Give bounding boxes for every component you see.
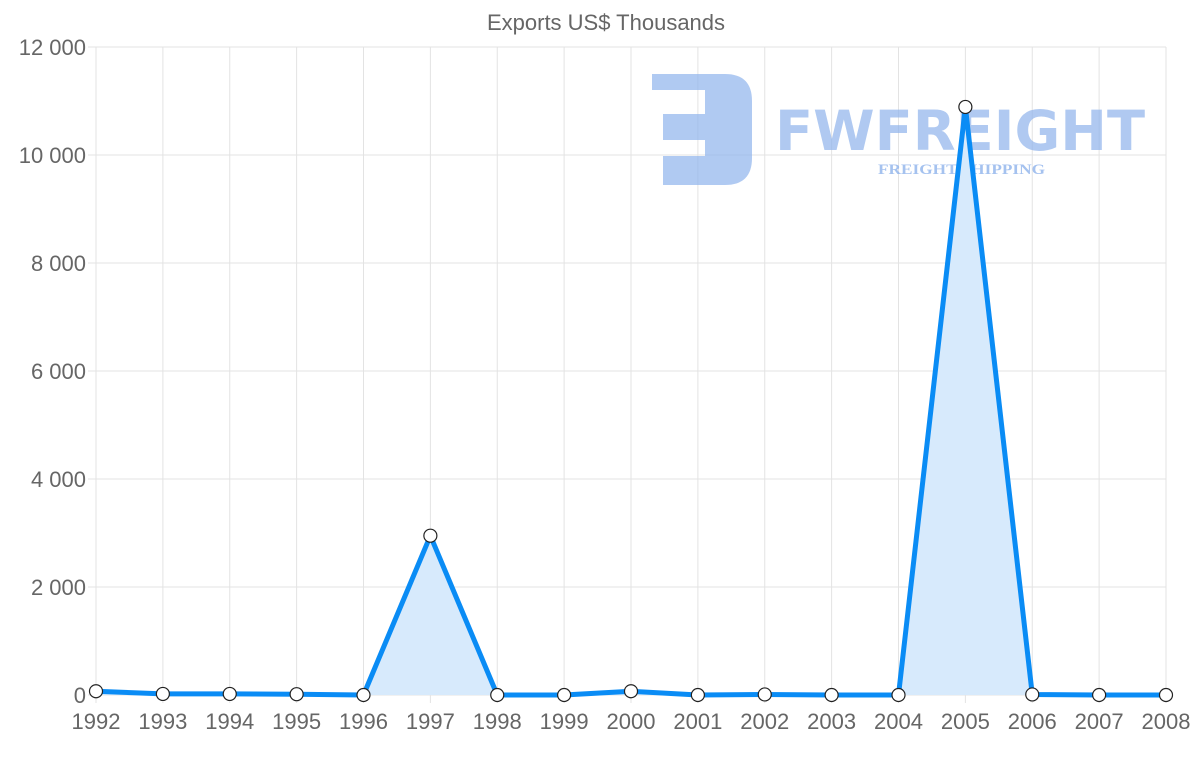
x-tick-label: 1992: [72, 709, 121, 734]
y-tick-label: 4 000: [31, 467, 86, 492]
data-point: [690, 687, 705, 703]
data-point: [891, 687, 906, 703]
data-point: [88, 684, 104, 699]
data-point: [1158, 687, 1174, 703]
y-tick-label: 8 000: [31, 251, 86, 276]
x-tick-label: 2001: [673, 709, 722, 734]
data-point: [824, 687, 839, 703]
chart-title: Exports US$ Thousands: [487, 10, 725, 35]
x-tick-label: 1996: [339, 709, 388, 734]
x-tick-label: 1997: [406, 709, 455, 734]
data-point: [155, 686, 170, 702]
data-point: [423, 528, 438, 543]
grid: [88, 46, 1167, 703]
data-point: [757, 687, 772, 702]
x-tick-label: 2008: [1142, 709, 1191, 734]
x-tick-label: 1999: [540, 709, 589, 734]
data-points: [88, 99, 1174, 703]
x-tick-label: 1993: [138, 709, 187, 734]
y-tick-label: 2 000: [31, 575, 86, 600]
x-axis: 1992 1993 1994 1995 1996 1997 1998 1999 2000 2001…: [72, 709, 1191, 734]
x-tick-label: 1995: [272, 709, 321, 734]
data-point: [623, 684, 639, 699]
data-point: [1092, 687, 1107, 703]
data-point: [289, 687, 304, 702]
x-tick-label: 2003: [807, 709, 856, 734]
data-point: [1025, 687, 1040, 702]
logo-mark-icon: [652, 74, 752, 185]
data-point: [958, 99, 973, 115]
x-tick-label: 2002: [740, 709, 789, 734]
y-tick-label: 12 000: [19, 35, 86, 60]
y-tick-label: 0: [74, 683, 86, 708]
x-tick-label: 2005: [941, 709, 990, 734]
y-tick-label: 10 000: [19, 143, 86, 168]
y-tick-label: 6 000: [31, 359, 86, 384]
x-tick-label: 2007: [1075, 709, 1124, 734]
y-axis: 0 2 000 4 000 6 000 8 000 10 000 12 000: [19, 35, 86, 708]
data-point: [222, 686, 237, 702]
x-tick-label: 1998: [473, 709, 522, 734]
series-area-fill: [96, 106, 1166, 695]
x-tick-label: 2004: [874, 709, 923, 734]
data-point: [557, 687, 572, 703]
x-tick-label: 2006: [1008, 709, 1057, 734]
x-tick-label: 2000: [607, 709, 656, 734]
x-tick-label: 1994: [205, 709, 254, 734]
data-point: [356, 687, 371, 703]
data-point: [490, 687, 505, 703]
